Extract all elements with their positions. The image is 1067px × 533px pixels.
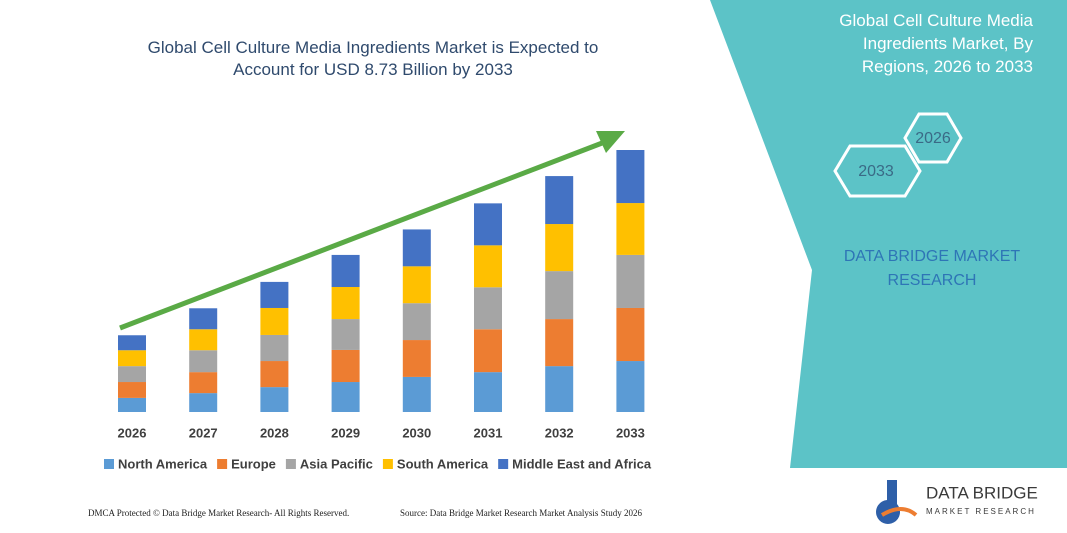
legend-swatch [382, 459, 393, 469]
x-tick-label: 2031 [474, 425, 503, 440]
bar-segment [545, 224, 574, 272]
logo-mark [880, 507, 918, 517]
legend-swatch [217, 459, 228, 469]
trend-arrow [119, 137, 611, 331]
bar-segment [260, 387, 289, 412]
bar-segment [260, 334, 289, 362]
bar-segment [402, 229, 431, 267]
legend-swatch [498, 459, 509, 469]
bar-segment [118, 397, 146, 412]
bar-segment [331, 319, 360, 350]
bar-segment [402, 376, 431, 412]
x-tick-label: 2029 [331, 425, 360, 440]
bar-segment [474, 245, 502, 288]
bar-segment [545, 366, 574, 412]
bar-segment [545, 176, 574, 225]
bar-segment [189, 350, 218, 373]
bar-segment [118, 350, 146, 367]
bar-segment [189, 393, 218, 412]
bar-segment [118, 382, 146, 398]
bar-segment [402, 266, 431, 304]
bar-segment [402, 340, 431, 377]
bar-segment [331, 286, 360, 320]
legend-label: South America [397, 456, 489, 471]
bar-segment [331, 382, 360, 412]
legend-swatch [285, 459, 296, 469]
bar-segment [474, 287, 502, 330]
x-tick-label: 2028 [260, 425, 289, 440]
bar-segment [260, 307, 289, 335]
legend-label: Europe [231, 456, 276, 471]
legend-swatch [104, 459, 114, 469]
bar-segment [189, 308, 218, 330]
bar-segment [402, 303, 431, 341]
footer-left: DMCA Protected © Data Bridge Market Rese… [88, 508, 349, 518]
hex-label: 2026 [915, 130, 951, 147]
logo-tagline: MARKET RESEARCH [926, 507, 1036, 516]
bar-segment [474, 372, 502, 412]
bar-segment [260, 361, 289, 388]
trend-arrow-head [596, 131, 625, 153]
x-tick-label: 2032 [545, 425, 574, 440]
bar-segment [616, 203, 645, 255]
bar-segment [616, 361, 645, 412]
bar-segment [616, 150, 645, 204]
side-panel [710, 0, 1067, 468]
logo-name: DATA BRIDGE [926, 483, 1038, 502]
bar-segment [616, 307, 645, 362]
bar-segment [474, 329, 502, 373]
footer-right: Source: Data Bridge Market Research Mark… [400, 508, 642, 518]
bar-segment [118, 366, 146, 383]
bar-segment [118, 335, 146, 351]
x-tick-label: 2027 [189, 425, 218, 440]
hexagon [903, 112, 963, 164]
bar-segment [331, 254, 360, 287]
x-tick-label: 2030 [402, 425, 431, 440]
x-tick-label: 2033 [616, 425, 645, 440]
chart-title: Global Cell Culture Media Ingredients Ma… [148, 38, 599, 79]
bar-segment [545, 319, 574, 367]
legend-label: Middle East and Africa [512, 456, 652, 471]
bar-segment [545, 271, 574, 320]
bar-segment [189, 372, 218, 394]
hexagon [833, 144, 922, 198]
hex-label: 2033 [858, 163, 894, 180]
bar-segment [189, 329, 218, 351]
legend-label: Asia Pacific [300, 456, 373, 471]
panel-title: Global Cell Culture Media Ingredients Mar… [839, 11, 1033, 76]
x-tick-label: 2026 [118, 425, 147, 440]
bar-segment [331, 349, 360, 383]
bar-segment [260, 281, 289, 308]
legend-label: North America [118, 456, 208, 471]
brand-text: DATA BRIDGE MARKET RESEARCH [844, 248, 1021, 289]
logo-mark [876, 480, 901, 524]
bar-segment [474, 203, 502, 246]
bar-segment [616, 254, 645, 308]
